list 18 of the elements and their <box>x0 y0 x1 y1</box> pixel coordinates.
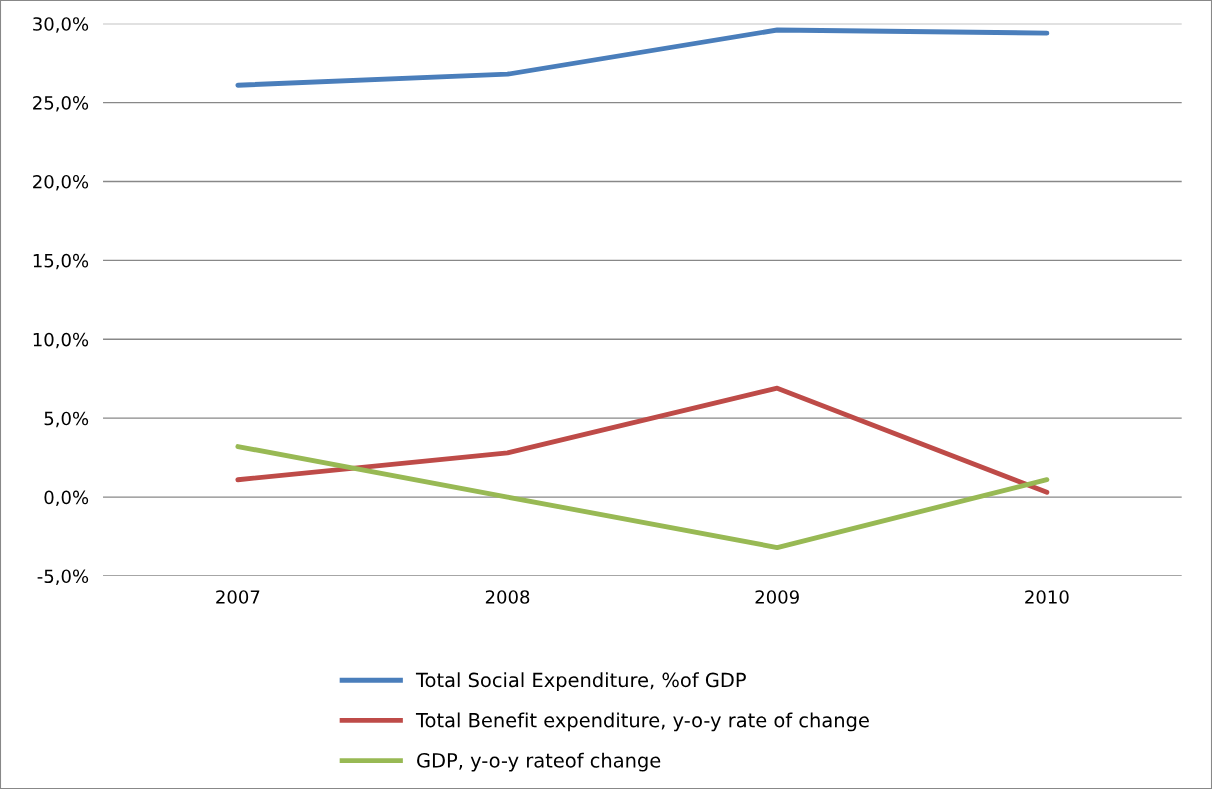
y-tick-label: 5,0% <box>44 411 89 428</box>
y-tick-label: 0,0% <box>44 490 89 507</box>
legend-label: Total Benefit expenditure, y-o-y rate of change <box>415 712 869 732</box>
x-tick-label: 2010 <box>1025 590 1069 604</box>
y-tick-label: 15,0% <box>33 253 89 270</box>
x-tick-label: 2008 <box>485 590 530 604</box>
line-series <box>235 444 1050 550</box>
x-tick-label: 2009 <box>755 590 799 604</box>
y-tick-label: 25,0% <box>33 96 89 112</box>
y-tick-label: -5,0% <box>37 569 89 585</box>
line-series <box>235 385 1050 495</box>
y-tick-label: 30,0% <box>33 17 89 33</box>
legend-label: GDP, y-o-y rateof change <box>417 752 661 772</box>
y-tick-label: 10,0% <box>33 332 89 349</box>
y-tick-label: 20,0% <box>33 174 89 191</box>
legend-label: Total Social Expenditure, %of GDP <box>415 672 746 692</box>
line-series <box>235 27 1050 88</box>
x-tick-label: 2007 <box>216 590 260 604</box>
